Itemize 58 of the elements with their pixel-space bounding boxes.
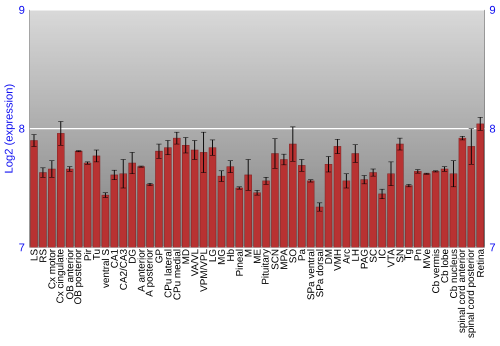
x-tick-label: OB posterior bbox=[74, 248, 84, 304]
x-tick-label: SPa ventral bbox=[307, 249, 314, 300]
x-tick-label: CA1 bbox=[110, 249, 118, 268]
x-tick-label: LS bbox=[30, 249, 38, 260]
x-tick-label: Cx motor bbox=[48, 248, 56, 288]
x-tick-label: A posterior bbox=[145, 248, 155, 297]
y-tick-label: 8 bbox=[19, 124, 24, 132]
x-tick-label: MPA bbox=[280, 248, 288, 269]
x-tick-label: CA2/CA3 bbox=[120, 249, 127, 290]
x-tick-label: PAG bbox=[360, 250, 368, 268]
x-tick-label: spinal cord anterior bbox=[458, 249, 467, 333]
x-tick-label: SC bbox=[370, 249, 377, 262]
x-tick-label: ME bbox=[254, 249, 261, 263]
x-tick-label: DG bbox=[128, 250, 136, 263]
x-tick-label: Pir bbox=[84, 248, 92, 260]
x-tick-label: SPa dorsal bbox=[316, 249, 324, 297]
x-tick-label: VA/VL bbox=[191, 249, 198, 276]
x-tick-label: M bbox=[244, 250, 252, 256]
x-tick-label: GP bbox=[155, 249, 162, 263]
x-tick-label: Pn bbox=[414, 249, 422, 260]
x-tick-label: spinal cord posterior bbox=[466, 249, 476, 338]
x-tick-label: CPu medial bbox=[173, 249, 180, 300]
x-tick-label: Tg bbox=[404, 249, 414, 260]
x-tick-label: Hb bbox=[226, 249, 234, 261]
x-tick-label: RS bbox=[39, 249, 46, 262]
x-tick-label: VMH bbox=[334, 250, 341, 271]
x-tick-label: A anterior bbox=[137, 248, 145, 292]
y2-tick-label: 8 bbox=[490, 124, 496, 132]
x-tick-label: Pineal bbox=[236, 249, 243, 276]
y-tick-label: 7 bbox=[19, 243, 24, 252]
x-tick-label: Cb lobe bbox=[440, 249, 448, 282]
x-tick-label: Cb nucleus bbox=[450, 249, 458, 298]
x-tick-label: Arc bbox=[342, 249, 350, 264]
x-tick-label: SCN bbox=[271, 250, 278, 270]
y-axis-title: Log2 (expression) bbox=[4, 84, 15, 172]
x-tick-label: MD bbox=[182, 249, 190, 264]
x-tick-label: ventral S bbox=[102, 249, 110, 288]
x-tick-label: CPu lateral bbox=[164, 249, 172, 298]
x-tick-label: LG bbox=[208, 250, 216, 262]
x-tick-label: DM bbox=[325, 250, 332, 264]
x-tick-label: Cb vermis bbox=[432, 249, 440, 293]
x-tick-label: SO bbox=[289, 249, 296, 263]
x-tick-label: IC bbox=[378, 249, 386, 258]
x-tick-label: LH bbox=[352, 250, 359, 261]
x-tick-label: MG bbox=[218, 250, 225, 264]
x-tick-label: Cx cingulate bbox=[56, 249, 66, 303]
y2-tick-label: 9 bbox=[490, 6, 496, 14]
x-tick-label: VPM/VPL bbox=[200, 249, 208, 292]
x-tick-label: VTA bbox=[388, 248, 394, 268]
x-tick-label: SN bbox=[396, 250, 404, 262]
x-tick-label: MVe bbox=[423, 249, 430, 268]
y2-tick-label: 7 bbox=[490, 243, 496, 252]
x-tick-label: Tu bbox=[93, 249, 100, 260]
x-tick-label: Pituitary bbox=[261, 248, 271, 284]
y-tick-label: 9 bbox=[19, 6, 24, 14]
x-tick-label: Retina bbox=[476, 248, 484, 277]
x-tick-label: OB anterior bbox=[66, 248, 74, 299]
x-tick-label: Pa bbox=[298, 248, 306, 260]
